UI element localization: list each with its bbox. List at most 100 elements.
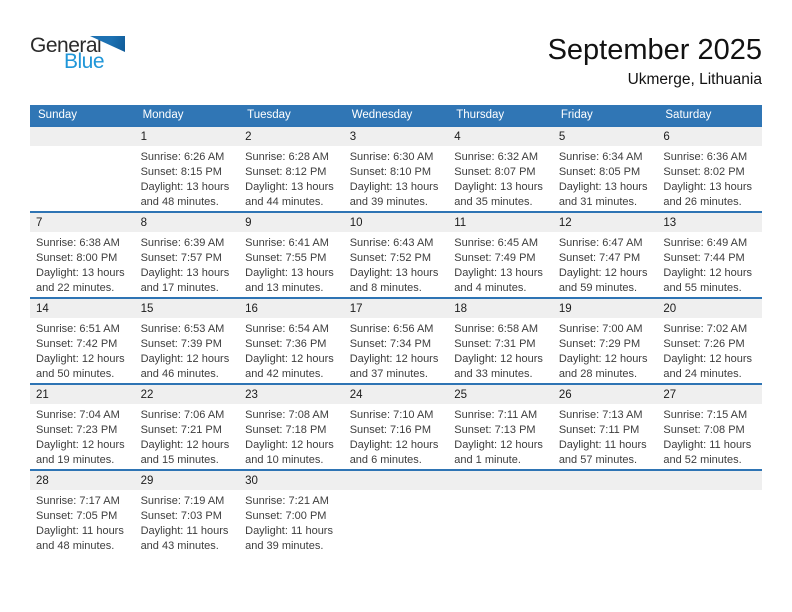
- day-cell: 23 Sunrise: 7:08 AM Sunset: 7:18 PM Dayl…: [239, 383, 344, 470]
- day-cell: 28 Sunrise: 7:17 AM Sunset: 7:05 PM Dayl…: [30, 469, 135, 556]
- day-number-band: [343, 471, 449, 490]
- sunset-text: Sunset: 7:21 PM: [140, 424, 222, 436]
- day-cell: 27 Sunrise: 7:15 AM Sunset: 7:08 PM Dayl…: [657, 383, 762, 470]
- sunset-text: Sunset: 8:05 PM: [558, 166, 641, 178]
- sunset-text: Sunset: 7:49 PM: [454, 252, 536, 264]
- sunset-text: Sunset: 7:00 PM: [245, 510, 327, 522]
- sunrise-text: Sunrise: 6:34 AM: [558, 151, 643, 163]
- sunset-text: Sunset: 8:00 PM: [36, 252, 118, 264]
- day-number: 16: [239, 299, 344, 318]
- daylight-text-line1: Daylight: 13 hours: [663, 181, 753, 193]
- weekday-header-tuesday: Tuesday: [239, 105, 344, 126]
- sunrise-text: Sunrise: 7:15 AM: [663, 409, 748, 421]
- daylight-text-line1: Daylight: 11 hours: [663, 439, 752, 451]
- sunset-text: Sunset: 8:10 PM: [349, 166, 432, 178]
- daylight-text-line2: and 50 minutes.: [36, 368, 115, 380]
- day-number: 17: [343, 299, 449, 318]
- sunrise-text: Sunrise: 6:58 AM: [454, 323, 539, 335]
- day-number-band: [657, 471, 762, 490]
- daylight-text-line2: and 39 minutes.: [349, 196, 428, 208]
- day-details: Sunrise: 7:13 AM Sunset: 7:11 PM Dayligh…: [553, 404, 658, 468]
- daylight-text-line1: Daylight: 11 hours: [140, 525, 229, 537]
- daylight-text-line1: Daylight: 13 hours: [349, 181, 439, 193]
- day-number: 26: [552, 385, 658, 404]
- weekday-header-monday: Monday: [134, 105, 240, 126]
- weekday-header-row: Sunday Monday Tuesday Wednesday Thursday…: [30, 105, 762, 126]
- day-number: 15: [134, 299, 240, 318]
- sunrise-text: Sunrise: 6:38 AM: [36, 237, 120, 249]
- sunrise-text: Sunrise: 6:28 AM: [245, 151, 329, 163]
- sunset-text: Sunset: 7:31 PM: [454, 338, 536, 350]
- sunset-text: Sunset: 7:52 PM: [349, 252, 432, 264]
- day-number: 5: [552, 127, 658, 146]
- daylight-text-line2: and 13 minutes.: [245, 282, 324, 294]
- day-cell: 10 Sunrise: 6:43 AM Sunset: 7:52 PM Dayl…: [343, 211, 449, 298]
- sunrise-text: Sunrise: 6:49 AM: [663, 237, 748, 249]
- sunset-text: Sunset: 7:29 PM: [558, 338, 641, 350]
- calendar-table: Sunday Monday Tuesday Wednesday Thursday…: [30, 105, 762, 556]
- day-cell: 18 Sunrise: 6:58 AM Sunset: 7:31 PM Dayl…: [448, 297, 553, 384]
- sunrise-text: Sunrise: 7:19 AM: [140, 495, 225, 507]
- weekday-header-thursday: Thursday: [448, 105, 553, 126]
- calendar-page: General Blue September 2025 Ukmerge, Lit…: [30, 0, 762, 556]
- daylight-text-line1: Daylight: 13 hours: [245, 181, 334, 193]
- sunrise-text: Sunrise: 7:11 AM: [454, 409, 538, 421]
- daylight-text-line1: Daylight: 13 hours: [558, 181, 648, 193]
- day-details: Sunrise: 7:15 AM Sunset: 7:08 PM Dayligh…: [657, 404, 762, 468]
- daylight-text-line2: and 19 minutes.: [36, 454, 115, 466]
- day-number: 4: [448, 127, 553, 146]
- sunrise-text: Sunrise: 6:47 AM: [558, 237, 643, 249]
- daylight-text-line2: and 39 minutes.: [245, 540, 324, 552]
- logo-text-general: General: [30, 34, 102, 57]
- daylight-text-line2: and 44 minutes.: [245, 196, 324, 208]
- day-details: Sunrise: 6:36 AM Sunset: 8:02 PM Dayligh…: [657, 146, 762, 210]
- week-row: 21 Sunrise: 7:04 AM Sunset: 7:23 PM Dayl…: [30, 383, 762, 470]
- day-number: 24: [343, 385, 449, 404]
- weekday-header-friday: Friday: [552, 105, 658, 126]
- sunrise-text: Sunrise: 7:10 AM: [349, 409, 434, 421]
- daylight-text-line2: and 1 minute.: [454, 454, 521, 466]
- sunset-text: Sunset: 7:11 PM: [558, 424, 640, 436]
- day-cell: 11 Sunrise: 6:45 AM Sunset: 7:49 PM Dayl…: [448, 211, 553, 298]
- daylight-text-line1: Daylight: 11 hours: [558, 439, 647, 451]
- day-number: 28: [30, 471, 135, 490]
- week-row: 14 Sunrise: 6:51 AM Sunset: 7:42 PM Dayl…: [30, 297, 762, 384]
- day-details: Sunrise: 7:11 AM Sunset: 7:13 PM Dayligh…: [448, 404, 553, 468]
- day-cell: 17 Sunrise: 6:56 AM Sunset: 7:34 PM Dayl…: [343, 297, 449, 384]
- daylight-text-line1: Daylight: 12 hours: [349, 353, 439, 365]
- empty-day-cell: [30, 125, 135, 212]
- daylight-text-line2: and 57 minutes.: [558, 454, 638, 466]
- daylight-text-line1: Daylight: 12 hours: [663, 353, 753, 365]
- sunrise-text: Sunrise: 6:26 AM: [140, 151, 225, 163]
- page-title: September 2025: [547, 34, 762, 66]
- daylight-text-line2: and 48 minutes.: [140, 196, 219, 208]
- daylight-text-line1: Daylight: 13 hours: [454, 267, 543, 279]
- daylight-text-line1: Daylight: 13 hours: [454, 181, 543, 193]
- day-number: 25: [448, 385, 553, 404]
- day-details: Sunrise: 6:41 AM Sunset: 7:55 PM Dayligh…: [239, 232, 344, 296]
- day-cell: 12 Sunrise: 6:47 AM Sunset: 7:47 PM Dayl…: [552, 211, 658, 298]
- day-cell: 9 Sunrise: 6:41 AM Sunset: 7:55 PM Dayli…: [239, 211, 344, 298]
- daylight-text-line1: Daylight: 12 hours: [663, 267, 753, 279]
- day-details: Sunrise: 7:17 AM Sunset: 7:05 PM Dayligh…: [30, 490, 135, 554]
- sunset-text: Sunset: 8:02 PM: [663, 166, 745, 178]
- day-number: 12: [552, 213, 658, 232]
- sunrise-text: Sunrise: 7:08 AM: [245, 409, 329, 421]
- daylight-text-line2: and 17 minutes.: [140, 282, 219, 294]
- day-details: Sunrise: 6:49 AM Sunset: 7:44 PM Dayligh…: [657, 232, 762, 296]
- daylight-text-line2: and 59 minutes.: [558, 282, 638, 294]
- day-number: 11: [448, 213, 553, 232]
- daylight-text-line2: and 42 minutes.: [245, 368, 324, 380]
- day-number-band: [552, 471, 658, 490]
- day-details: Sunrise: 7:04 AM Sunset: 7:23 PM Dayligh…: [30, 404, 135, 468]
- daylight-text-line2: and 28 minutes.: [558, 368, 638, 380]
- day-details: Sunrise: 6:56 AM Sunset: 7:34 PM Dayligh…: [344, 318, 449, 382]
- day-cell: 25 Sunrise: 7:11 AM Sunset: 7:13 PM Dayl…: [448, 383, 553, 470]
- sunrise-text: Sunrise: 6:53 AM: [140, 323, 225, 335]
- daylight-text-line1: Daylight: 12 hours: [140, 439, 230, 451]
- day-details: Sunrise: 6:30 AM Sunset: 8:10 PM Dayligh…: [344, 146, 449, 210]
- day-details: Sunrise: 6:43 AM Sunset: 7:52 PM Dayligh…: [344, 232, 449, 296]
- daylight-text-line2: and 33 minutes.: [454, 368, 533, 380]
- daylight-text-line2: and 55 minutes.: [663, 282, 742, 294]
- day-details: Sunrise: 6:26 AM Sunset: 8:15 PM Dayligh…: [135, 146, 240, 210]
